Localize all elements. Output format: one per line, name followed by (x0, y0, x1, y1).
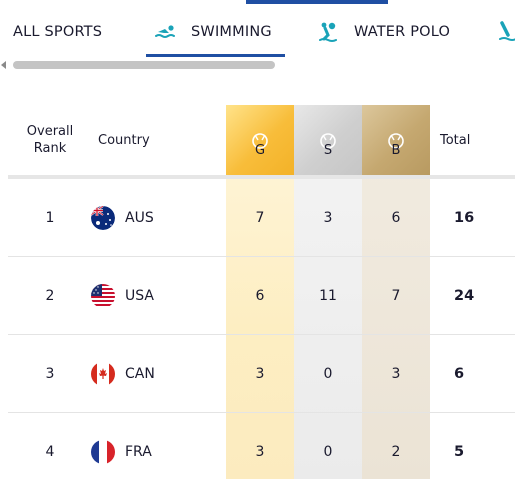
swimming-icon (155, 24, 177, 40)
header-silver[interactable]: S (294, 105, 362, 175)
silver-medal-icon (317, 131, 339, 155)
tab-label: WATER POLO (354, 24, 451, 40)
scrollbar-thumb[interactable] (13, 61, 275, 69)
row-divider (8, 412, 515, 413)
total-count: 16 (454, 210, 475, 226)
bronze-count: 7 (391, 288, 401, 304)
tabs-scrollbar[interactable] (0, 60, 515, 70)
australia-flag-icon (91, 206, 115, 230)
header-total[interactable]: Total (440, 133, 471, 148)
header-overall-rank[interactable]: Overall Rank (26, 124, 74, 156)
gold-count: 7 (255, 210, 265, 226)
header-country[interactable]: Country (98, 133, 150, 148)
water-polo-icon (318, 21, 340, 43)
country-code[interactable]: CAN (125, 366, 155, 382)
tab-indicator-top (246, 0, 388, 4)
gold-count: 3 (255, 444, 265, 460)
gold-count: 6 (255, 288, 265, 304)
rank-cell: 1 (45, 210, 55, 226)
country-flag (91, 413, 115, 491)
rank-cell: 3 (45, 366, 55, 382)
scroll-left-arrow-icon[interactable] (1, 61, 6, 69)
country-code[interactable]: AUS (125, 210, 154, 226)
table-row[interactable]: 1 AUS 7 3 6 16 (8, 179, 515, 257)
silver-count: 0 (323, 366, 333, 382)
country-flag (91, 335, 115, 413)
table-row[interactable]: 2 USA 6 11 7 24 (8, 257, 515, 335)
active-tab-underline (146, 54, 285, 57)
canada-flag-icon (91, 362, 115, 386)
gold-medal-icon (249, 131, 271, 155)
country-code[interactable]: USA (125, 288, 154, 304)
france-flag-icon (91, 440, 115, 464)
tab-water-polo[interactable]: WATER POLO (318, 14, 450, 50)
total-count: 6 (454, 366, 465, 382)
rank-cell: 2 (45, 288, 55, 304)
gold-label: G (254, 142, 266, 158)
medal-table: Overall Rank Country G S B Total 1 (8, 105, 515, 479)
total-count: 24 (454, 288, 475, 304)
tab-diving[interactable] (498, 14, 515, 50)
row-divider (8, 256, 515, 257)
total-count: 5 (454, 444, 465, 460)
country-code[interactable]: FRA (125, 444, 152, 460)
silver-count: 11 (319, 288, 337, 304)
header-gold[interactable]: G (226, 105, 294, 175)
silver-count: 0 (323, 444, 333, 460)
diving-icon (498, 21, 515, 43)
bronze-label: B (391, 142, 401, 158)
table-row[interactable]: 3 CAN 3 0 3 6 (8, 335, 515, 413)
silver-count: 3 (323, 210, 333, 226)
row-divider (8, 334, 515, 335)
country-flag (91, 257, 115, 335)
tab-swimming[interactable]: SWIMMING (155, 14, 272, 50)
gold-count: 3 (255, 366, 265, 382)
bronze-count: 2 (391, 444, 401, 460)
bronze-medal-icon (385, 131, 407, 155)
country-flag (91, 179, 115, 257)
usa-flag-icon (91, 284, 115, 308)
silver-label: S (323, 142, 333, 158)
header-divider (8, 175, 515, 179)
bronze-count: 6 (391, 210, 401, 226)
table-row[interactable]: 4 FRA 3 0 2 5 (8, 413, 515, 491)
header-bronze[interactable]: B (362, 105, 430, 175)
tab-label: ALL SPORTS (13, 24, 103, 40)
sport-tabs: ALL SPORTS SWIMMING WATER POLO (0, 0, 515, 58)
tab-label: SWIMMING (191, 24, 272, 40)
tab-all-sports[interactable]: ALL SPORTS (13, 14, 102, 50)
bronze-count: 3 (391, 366, 401, 382)
rank-cell: 4 (45, 444, 55, 460)
